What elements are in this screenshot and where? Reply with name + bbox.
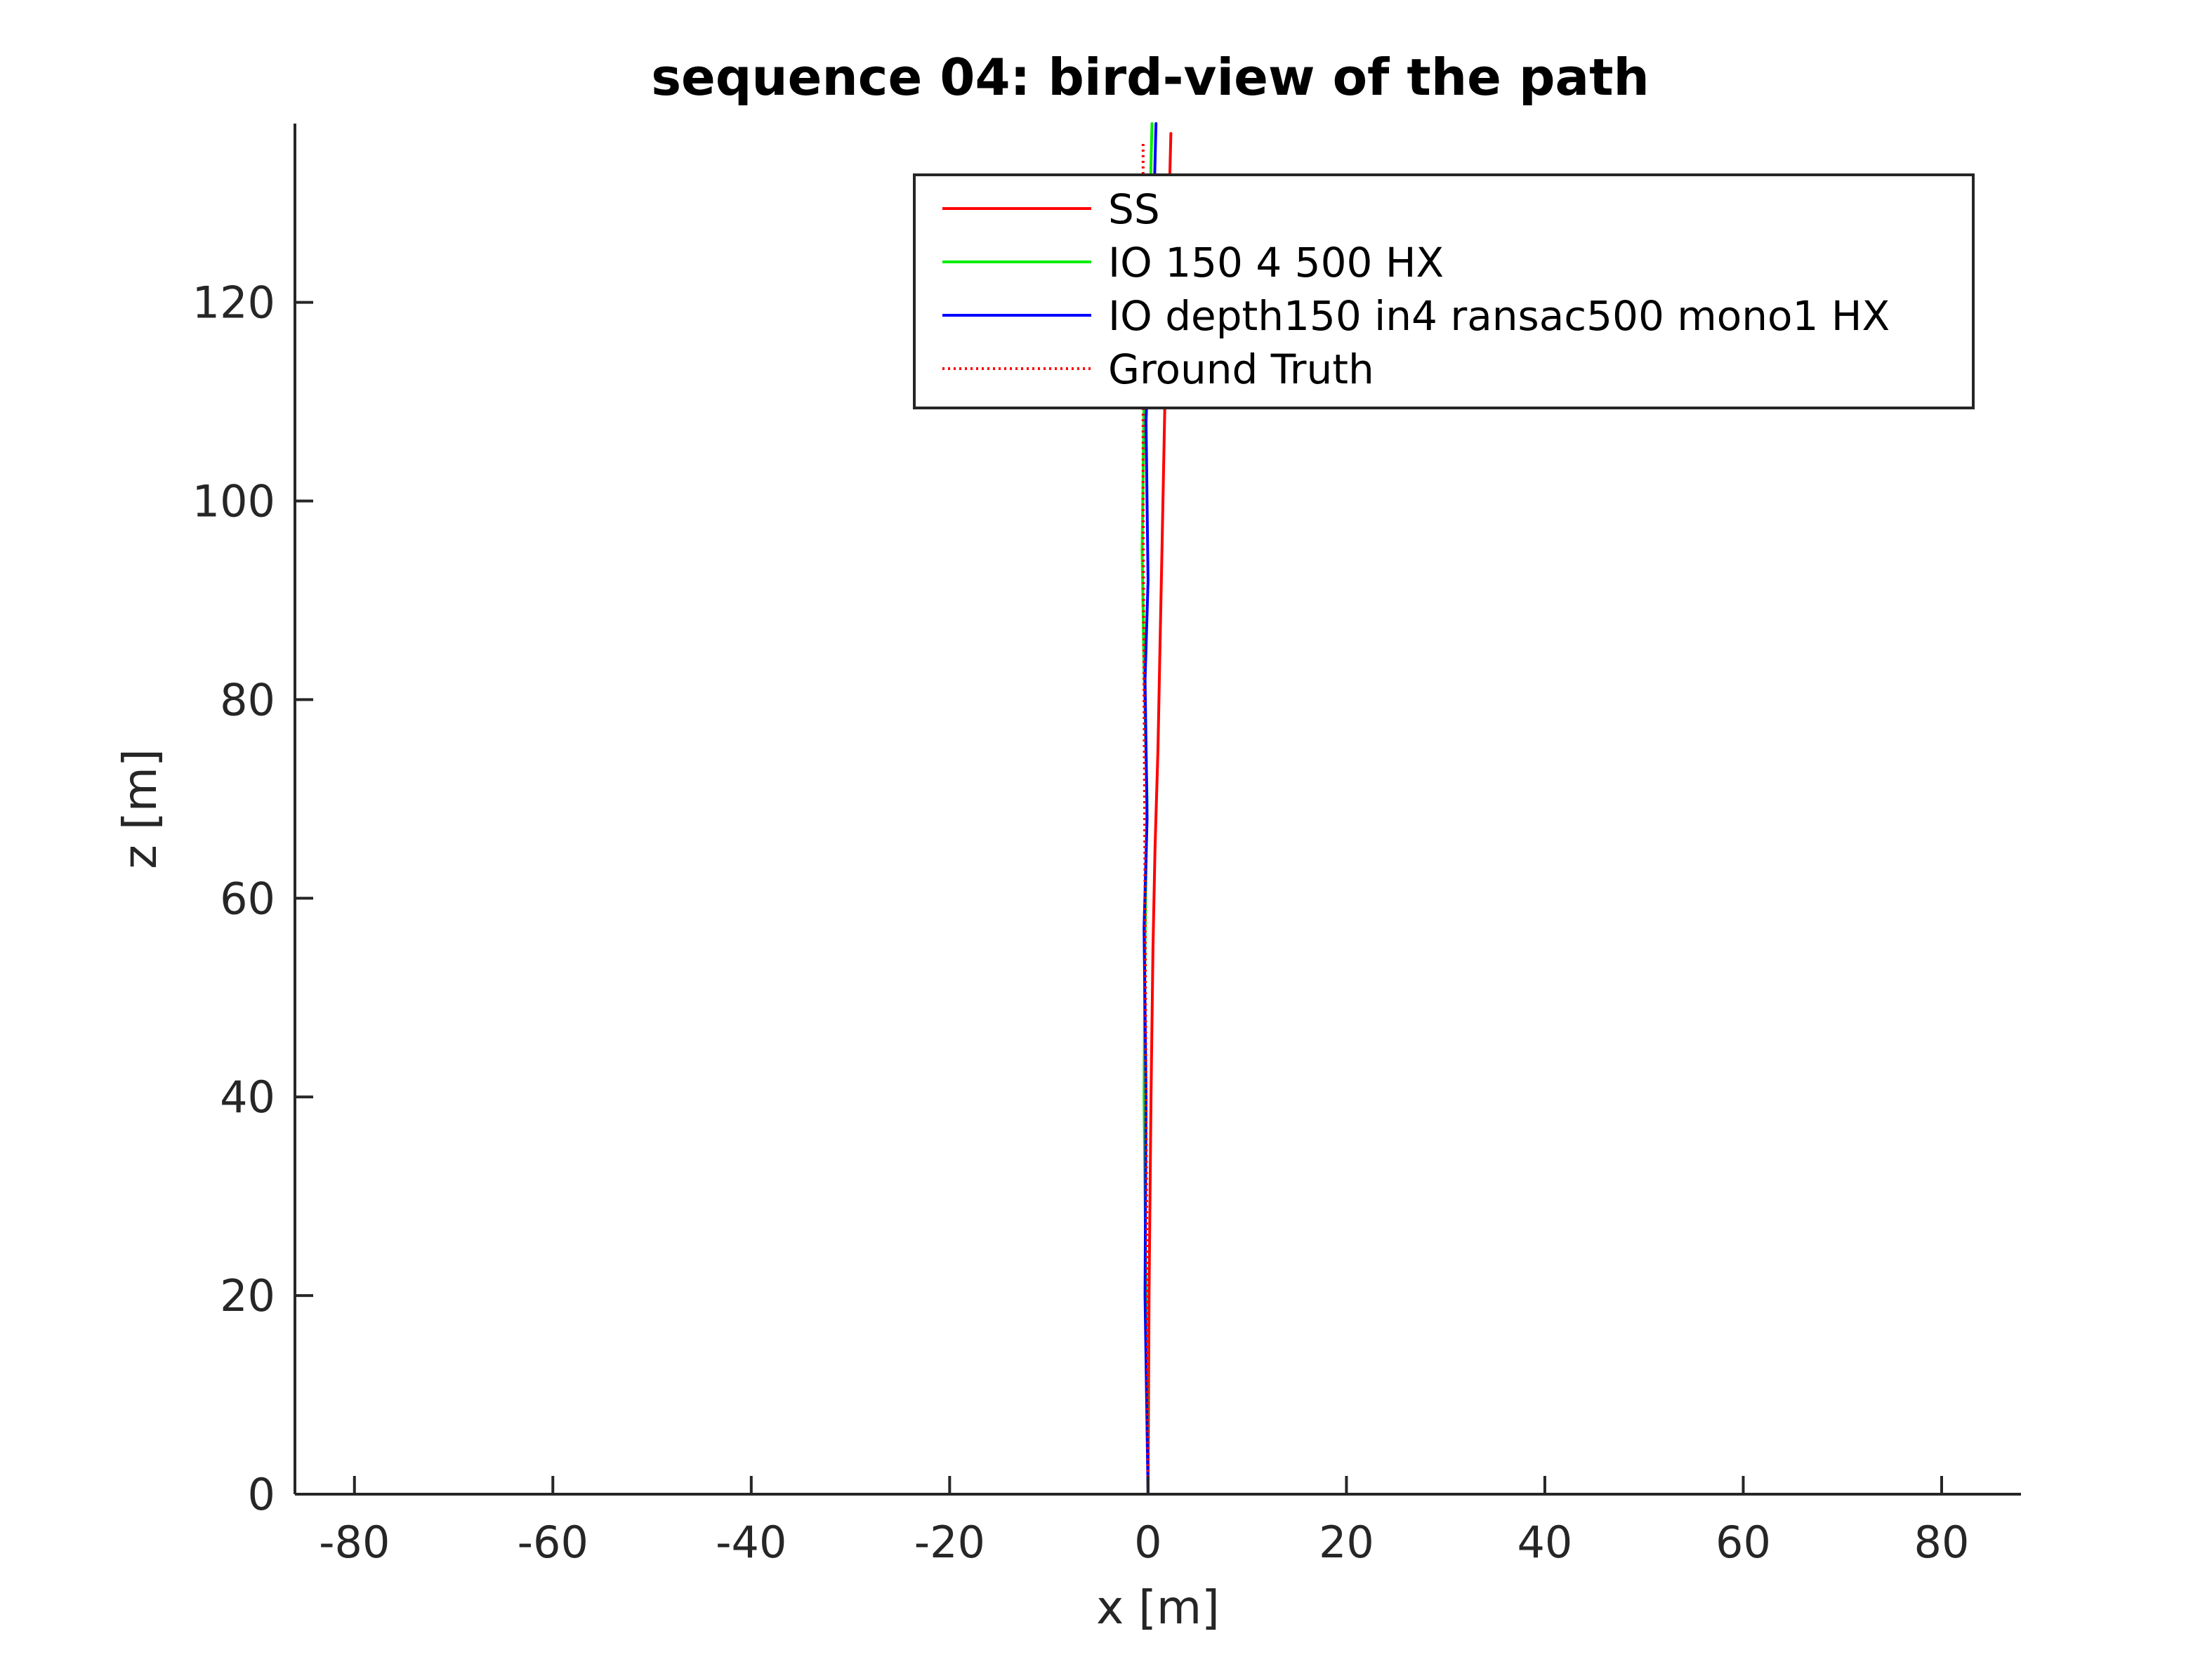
x-tick-label: -20 [914,1517,985,1568]
x-tick-label: 0 [1134,1517,1161,1568]
x-tick-label: -60 [518,1517,588,1568]
x-tick-label: 20 [1319,1517,1374,1568]
y-tick-label: 80 [220,674,275,725]
y-tick-label: 40 [220,1071,275,1123]
y-axis-ticks: 0 20 40 60 80 100 120 [192,277,313,1520]
chart-title: sequence 04: bird-view of the path [651,48,1650,107]
y-tick-label: 0 [248,1469,275,1520]
x-tick-label: -40 [716,1517,786,1568]
legend-box [913,173,1975,409]
y-tick-label: 60 [220,873,275,924]
x-tick-label: 60 [1716,1517,1771,1568]
x-axis-label: x [m] [1096,1581,1220,1635]
x-axis-ticks: -80 -60 -40 -20 0 20 40 60 80 [319,1476,1969,1568]
y-tick-label: 100 [192,476,275,527]
y-axis-label: z [m] [113,748,167,869]
legend: SS IO 150 4 500 HX IO depth150 in4 ransac5… [913,173,1975,409]
x-tick-label: -80 [319,1517,390,1568]
legend-label: SS [1108,185,1160,233]
x-tick-label: 80 [1914,1517,1970,1568]
x-tick-label: 40 [1517,1517,1572,1568]
legend-label: Ground Truth [1108,345,1374,393]
legend-label: IO 150 4 500 HX [1108,239,1444,286]
legend-label: IO depth150 in4 ransac500 mono1 HX [1108,292,1890,340]
y-tick-label: 20 [220,1270,275,1321]
y-tick-label: 120 [192,277,275,329]
